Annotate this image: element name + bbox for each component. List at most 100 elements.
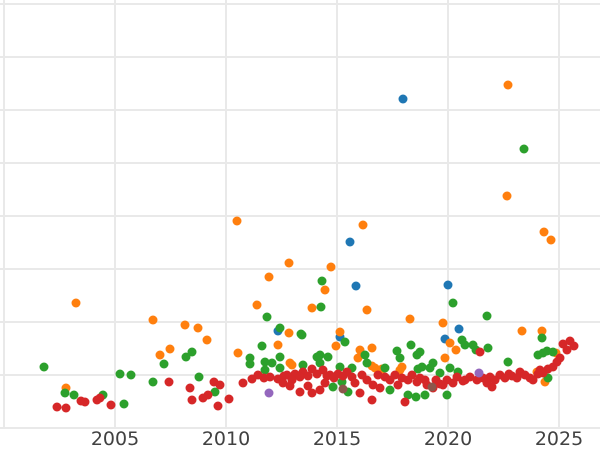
data-point-orange [320,285,330,295]
data-point-green [312,352,322,362]
data-point-red [355,388,365,398]
data-point-green [420,390,430,400]
data-point-red [452,372,462,382]
data-point-red [472,375,482,385]
data-point-red [307,364,317,374]
data-point-red [287,375,297,385]
data-point-green [115,369,125,379]
data-point-red [80,397,90,407]
data-point-red [315,385,325,395]
horizontal-gridline [0,56,600,58]
x-tick-label: 2025 [534,428,584,450]
data-point-orange [503,80,513,90]
data-point-orange [155,350,165,360]
data-point-orange [537,326,547,336]
data-point-red [442,375,452,385]
horizontal-gridline [0,215,600,217]
data-point-red [422,380,432,390]
vertical-gridline [336,0,338,429]
data-point-red [347,372,357,382]
horizontal-gridline [0,3,600,5]
data-point-green [262,312,272,322]
data-point-orange [395,365,405,375]
vertical-gridline [447,0,449,429]
data-point-red [520,370,530,380]
data-point-green [210,387,220,397]
data-point-green [448,298,458,308]
data-point-red [507,371,517,381]
data-point-red [215,380,225,390]
data-point-green [503,357,513,367]
data-point-green [403,390,413,400]
data-point-green [316,302,326,312]
data-point-red [312,369,322,379]
data-point-orange [202,335,212,345]
horizontal-gridline [0,427,600,429]
data-point-green [297,330,307,340]
data-point-red [333,369,343,379]
data-point-green [245,353,255,363]
data-point-green [260,357,270,367]
data-point-red [322,371,332,381]
data-point-green [406,340,416,350]
data-point-red [61,403,71,413]
data-point-blue [351,281,361,291]
data-point-red [375,383,385,393]
data-point-orange [502,191,512,201]
data-point-red [490,375,500,385]
data-point-green [362,358,372,368]
data-point-green [385,385,395,395]
data-point-green [335,362,345,372]
data-point-red [495,370,505,380]
data-point-red [412,377,422,387]
data-point-purple [264,388,274,398]
data-point-green [275,352,285,362]
data-point-green [267,358,277,368]
data-point-orange [367,343,377,353]
data-point-green [148,377,158,387]
data-point-green [275,323,285,333]
data-point-orange [307,303,317,313]
x-tick-label: 2020 [423,428,473,450]
data-point-red [253,370,263,380]
data-point-red [558,339,568,349]
data-point-red [338,371,348,381]
data-point-red [259,373,269,383]
data-point-green [411,392,421,402]
data-point-green [347,363,357,373]
data-point-red [548,362,558,372]
data-point-green [337,377,347,387]
data-point-green [453,367,463,377]
data-point-red [368,380,378,390]
data-point-orange [148,315,158,325]
data-point-red [92,395,102,405]
vertical-gridline [225,0,227,429]
data-point-orange [405,314,415,324]
data-point-red [320,378,330,388]
data-point-green [360,350,370,360]
data-point-red [285,381,295,391]
data-point-green [245,359,255,369]
data-point-green [298,360,308,370]
data-point-red [465,372,475,382]
data-point-orange [284,328,294,338]
data-point-red [238,378,248,388]
data-point-red [543,364,553,374]
data-point-green [457,335,467,345]
data-point-green [538,348,548,358]
data-point-green [442,390,452,400]
data-point-green [482,311,492,321]
data-point-green [483,343,493,353]
data-point-green [533,350,543,360]
data-point-red [265,372,275,382]
data-point-blue [335,332,345,342]
data-point-red [478,373,488,383]
data-point-blue [440,334,450,344]
data-point-green [119,399,129,409]
data-point-green [194,372,204,382]
data-point-blue [398,94,408,104]
data-point-red [273,374,283,384]
vertical-gridline [114,0,116,429]
horizontal-gridline [0,268,600,270]
data-point-red [475,347,485,357]
